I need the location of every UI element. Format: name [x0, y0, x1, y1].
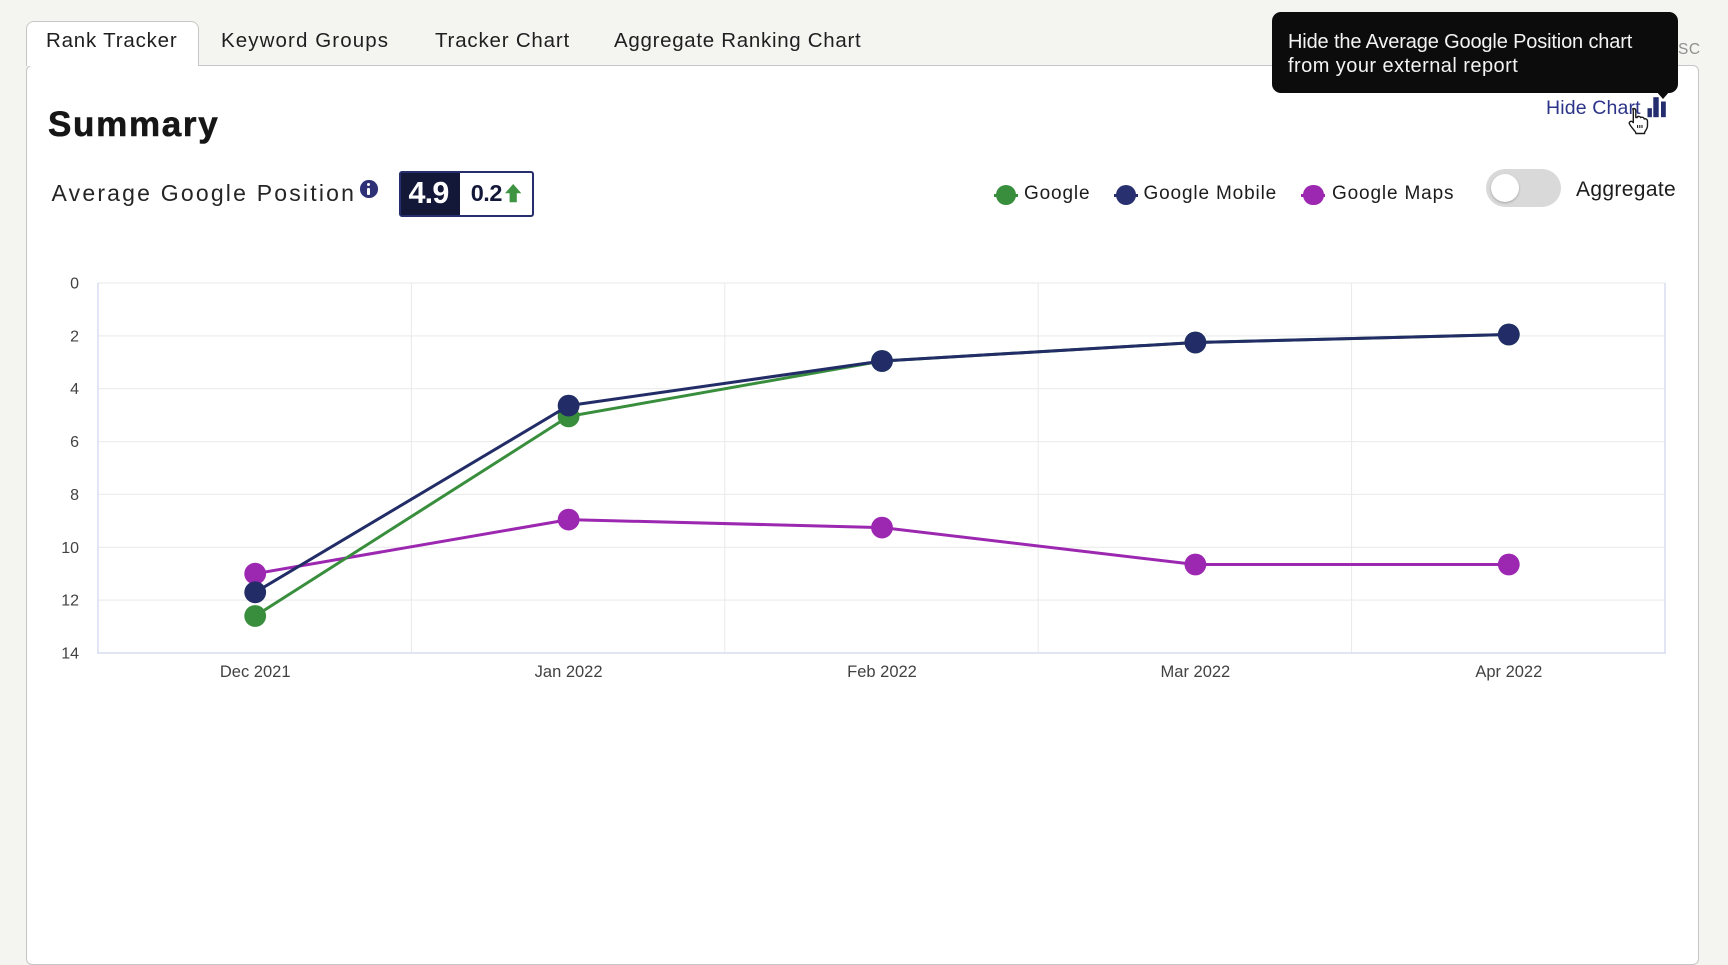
- svg-text:4: 4: [70, 381, 79, 398]
- svg-text:0: 0: [70, 276, 79, 293]
- svg-text:Jan 2022: Jan 2022: [535, 663, 603, 681]
- svg-text:8: 8: [70, 487, 79, 504]
- svg-text:Mar 2022: Mar 2022: [1161, 663, 1231, 681]
- svg-text:6: 6: [70, 434, 79, 451]
- svg-text:14: 14: [61, 646, 79, 663]
- svg-text:2: 2: [70, 328, 79, 345]
- svg-text:12: 12: [61, 593, 79, 610]
- svg-text:Apr 2022: Apr 2022: [1475, 663, 1542, 681]
- svg-text:Feb 2022: Feb 2022: [847, 663, 917, 681]
- svg-text:10: 10: [61, 540, 79, 557]
- svg-text:Dec 2021: Dec 2021: [220, 663, 291, 681]
